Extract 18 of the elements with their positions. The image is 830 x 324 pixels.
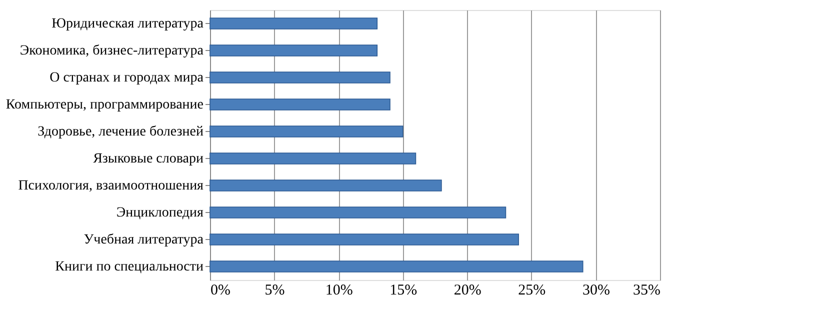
y-tick-label: Учебная литература (84, 232, 204, 248)
x-tick-label: 20% (454, 282, 482, 298)
x-tick-label: 30% (582, 282, 610, 298)
x-tick-label: 0% (210, 282, 230, 298)
y-tick-label: Психология, взаимоотношения (18, 178, 204, 194)
x-tick-label: 25% (518, 282, 546, 298)
y-tick-label: Энциклопедия (116, 206, 204, 220)
x-tick-label: 5% (264, 282, 285, 298)
x-tick-label: 35% (633, 282, 660, 298)
y-tick-label: Здоровье, лечение болезней (38, 124, 204, 140)
y-tick-label: Книги по специальности (55, 260, 204, 274)
y-tick-label: Языковые словари (93, 152, 204, 166)
y-tick-label: Экономика, бизнес-литература (20, 44, 204, 58)
y-tick-label: Компьютеры, программирование (6, 98, 204, 112)
y-tick-label: Юридическая литература (52, 16, 204, 32)
x-tick-label: 10% (325, 282, 353, 298)
x-tick-label: 15% (390, 282, 418, 298)
y-tick-label: О странах и городах мира (50, 70, 204, 86)
